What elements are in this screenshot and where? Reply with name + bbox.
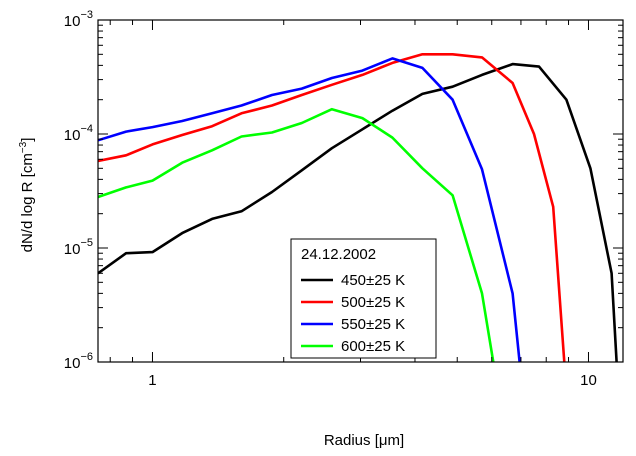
legend-label-3: 550±25 K [341,316,405,333]
legend-label-1: 450±25 K [341,272,405,289]
x-tick-label: 10 [580,372,597,389]
x-tick-label: 1 [148,372,156,389]
y-axis-title-exponent: −3 [18,141,29,153]
series-line-2 [98,53,566,362]
y-tick-label: 10−4 [64,123,93,144]
x-axis-title: Radius [μm] [324,432,404,449]
legend-box [290,238,437,359]
legend-title: 24.12.2002 [301,246,376,263]
y-axis-title-end: ] [19,138,36,142]
legend-items: 450±25 K 500±25 K 550±25 K 600±25 K [301,272,405,355]
axis-ticks: 1 10 10−6 10−5 10−4 10−3 [64,9,623,389]
legend: 24.12.2002 450±25 K 500±25 K 550±25 K 600±2… [290,238,437,359]
y-axis-title: dN/d log R [cm−3] [18,138,36,253]
series-line-3 [98,57,521,362]
legend-label-4: 600±25 K [341,338,405,355]
y-tick-label: 10−3 [64,9,93,30]
series-line-1 [98,62,618,362]
y-tick-label: 10−6 [64,351,93,372]
series-line-4 [98,107,495,362]
legend-label-2: 500±25 K [341,294,405,311]
y-axis-title-main: dN/d log R [cm [19,153,36,252]
y-tick-label: 10−5 [64,237,93,258]
plot-marks [98,53,618,362]
